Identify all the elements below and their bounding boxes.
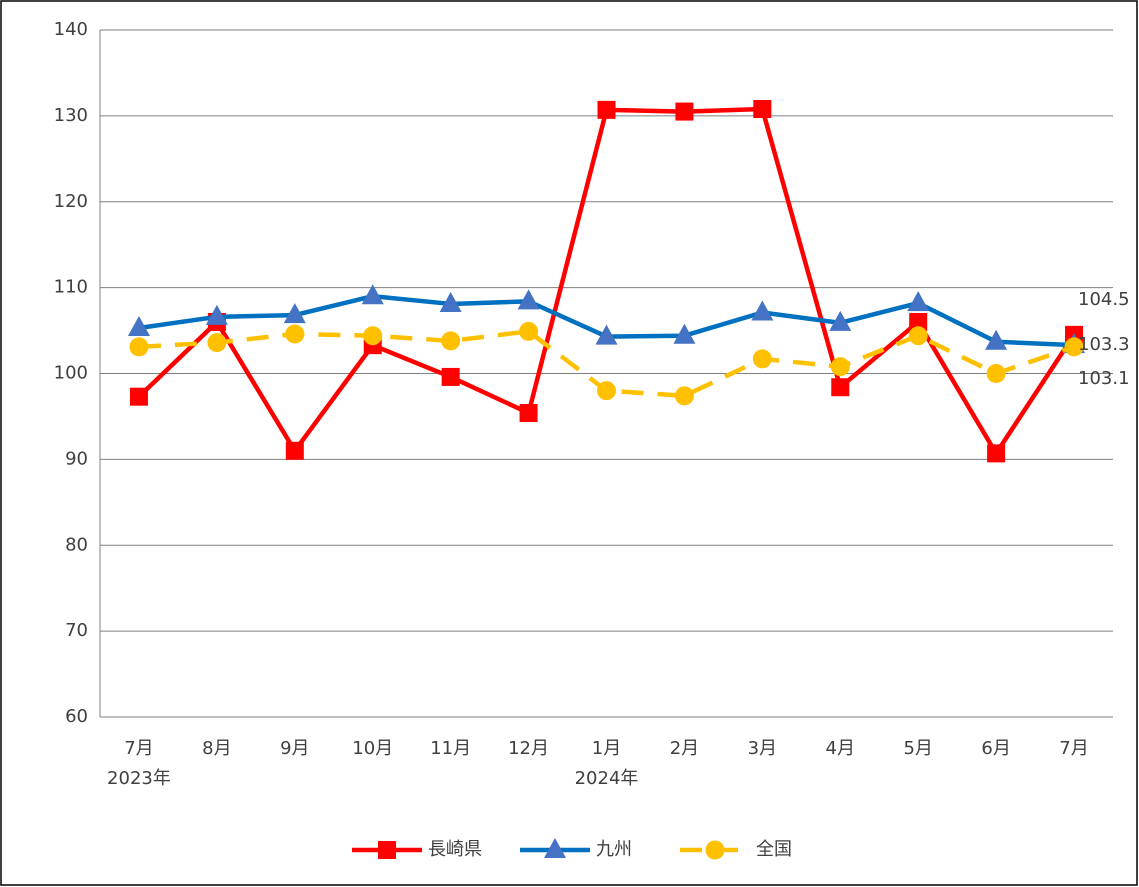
data-point <box>363 326 383 346</box>
data-point <box>675 102 694 121</box>
data-point <box>519 321 539 341</box>
x-tick-label: 1月 <box>592 738 621 759</box>
y-tick-label: 110 <box>54 277 88 298</box>
data-label: 103.3 <box>1078 334 1130 355</box>
data-point <box>441 331 461 351</box>
y-tick-label: 100 <box>54 363 88 384</box>
data-point <box>987 444 1006 463</box>
y-tick-label: 80 <box>65 534 88 555</box>
data-point <box>829 310 852 331</box>
data-point <box>285 324 305 344</box>
x-tick-label: 4月 <box>826 738 855 759</box>
y-tick-label: 90 <box>65 448 88 469</box>
data-point <box>517 289 540 310</box>
x-tick-label: 2月 <box>670 738 699 759</box>
data-point <box>597 381 616 401</box>
x-year-label: 2024年 <box>575 768 639 789</box>
data-point <box>753 100 772 119</box>
data-label: 104.5 <box>1078 289 1130 310</box>
data-point <box>285 441 304 460</box>
data-point <box>986 364 1006 383</box>
data-point <box>441 367 460 386</box>
data-point <box>1064 337 1084 357</box>
data-point <box>595 324 618 345</box>
legend-label: 長崎県 <box>428 839 482 860</box>
x-tick-label: 6月 <box>981 738 1010 759</box>
x-tick-label: 12月 <box>508 738 549 759</box>
data-point <box>597 100 616 119</box>
data-point <box>283 303 306 324</box>
data-point <box>439 291 462 312</box>
data-point <box>674 386 694 406</box>
data-point <box>205 304 228 325</box>
data-point <box>985 329 1008 350</box>
data-point <box>909 312 928 331</box>
legend-label: 九州 <box>596 839 632 860</box>
legend-marker <box>544 838 566 858</box>
y-tick-label: 140 <box>54 19 88 40</box>
y-tick-label: 60 <box>65 706 88 727</box>
data-point <box>207 333 227 353</box>
x-tick-label: 7月 <box>124 738 153 759</box>
data-point <box>129 337 149 357</box>
data-point <box>830 357 850 377</box>
data-point <box>907 291 930 312</box>
data-point <box>127 315 150 336</box>
y-tick-label: 70 <box>65 620 88 641</box>
x-tick-label: 3月 <box>748 738 777 759</box>
y-tick-label: 130 <box>54 105 88 126</box>
x-tick-label: 9月 <box>280 738 309 759</box>
data-point <box>751 300 774 321</box>
legend-label: 全国 <box>756 839 792 860</box>
data-point <box>361 284 384 305</box>
x-tick-label: 8月 <box>202 738 231 759</box>
legend-marker <box>378 841 396 859</box>
x-year-label: 2023年 <box>107 768 171 789</box>
data-point <box>129 387 148 406</box>
x-tick-label: 7月 <box>1059 738 1088 759</box>
data-point <box>519 404 538 423</box>
data-point <box>673 323 696 344</box>
x-tick-label: 10月 <box>352 738 393 759</box>
y-tick-label: 120 <box>54 191 88 212</box>
data-point <box>831 378 850 397</box>
x-tick-label: 5月 <box>903 738 932 759</box>
legend-marker <box>705 840 725 860</box>
data-point <box>908 326 928 346</box>
x-tick-label: 11月 <box>430 738 471 759</box>
data-point <box>752 349 772 369</box>
data-label: 103.1 <box>1078 368 1130 389</box>
